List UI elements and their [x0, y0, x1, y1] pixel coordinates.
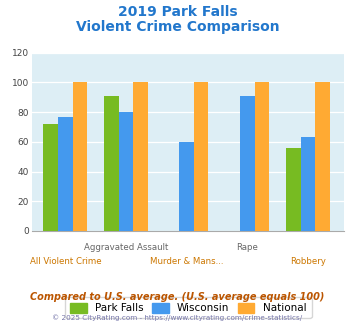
- Bar: [194, 82, 208, 231]
- Text: All Violent Crime: All Violent Crime: [29, 257, 101, 266]
- Text: Robbery: Robbery: [290, 257, 326, 266]
- Bar: [104, 96, 119, 231]
- Bar: [133, 82, 148, 231]
- Text: Aggravated Assault: Aggravated Assault: [84, 244, 168, 252]
- Bar: [43, 124, 58, 231]
- Bar: [286, 148, 301, 231]
- Bar: [119, 112, 133, 231]
- Bar: [301, 137, 315, 231]
- Text: Rape: Rape: [236, 244, 258, 252]
- Legend: Park Falls, Wisconsin, National: Park Falls, Wisconsin, National: [65, 298, 311, 318]
- Bar: [72, 82, 87, 231]
- Bar: [240, 96, 255, 231]
- Bar: [255, 82, 269, 231]
- Bar: [315, 82, 330, 231]
- Text: 2019 Park Falls: 2019 Park Falls: [118, 5, 237, 19]
- Text: © 2025 CityRating.com - https://www.cityrating.com/crime-statistics/: © 2025 CityRating.com - https://www.city…: [53, 314, 302, 321]
- Bar: [58, 116, 72, 231]
- Text: Murder & Mans...: Murder & Mans...: [150, 257, 223, 266]
- Bar: [179, 142, 194, 231]
- Text: Compared to U.S. average. (U.S. average equals 100): Compared to U.S. average. (U.S. average …: [30, 292, 325, 302]
- Text: Violent Crime Comparison: Violent Crime Comparison: [76, 20, 279, 34]
